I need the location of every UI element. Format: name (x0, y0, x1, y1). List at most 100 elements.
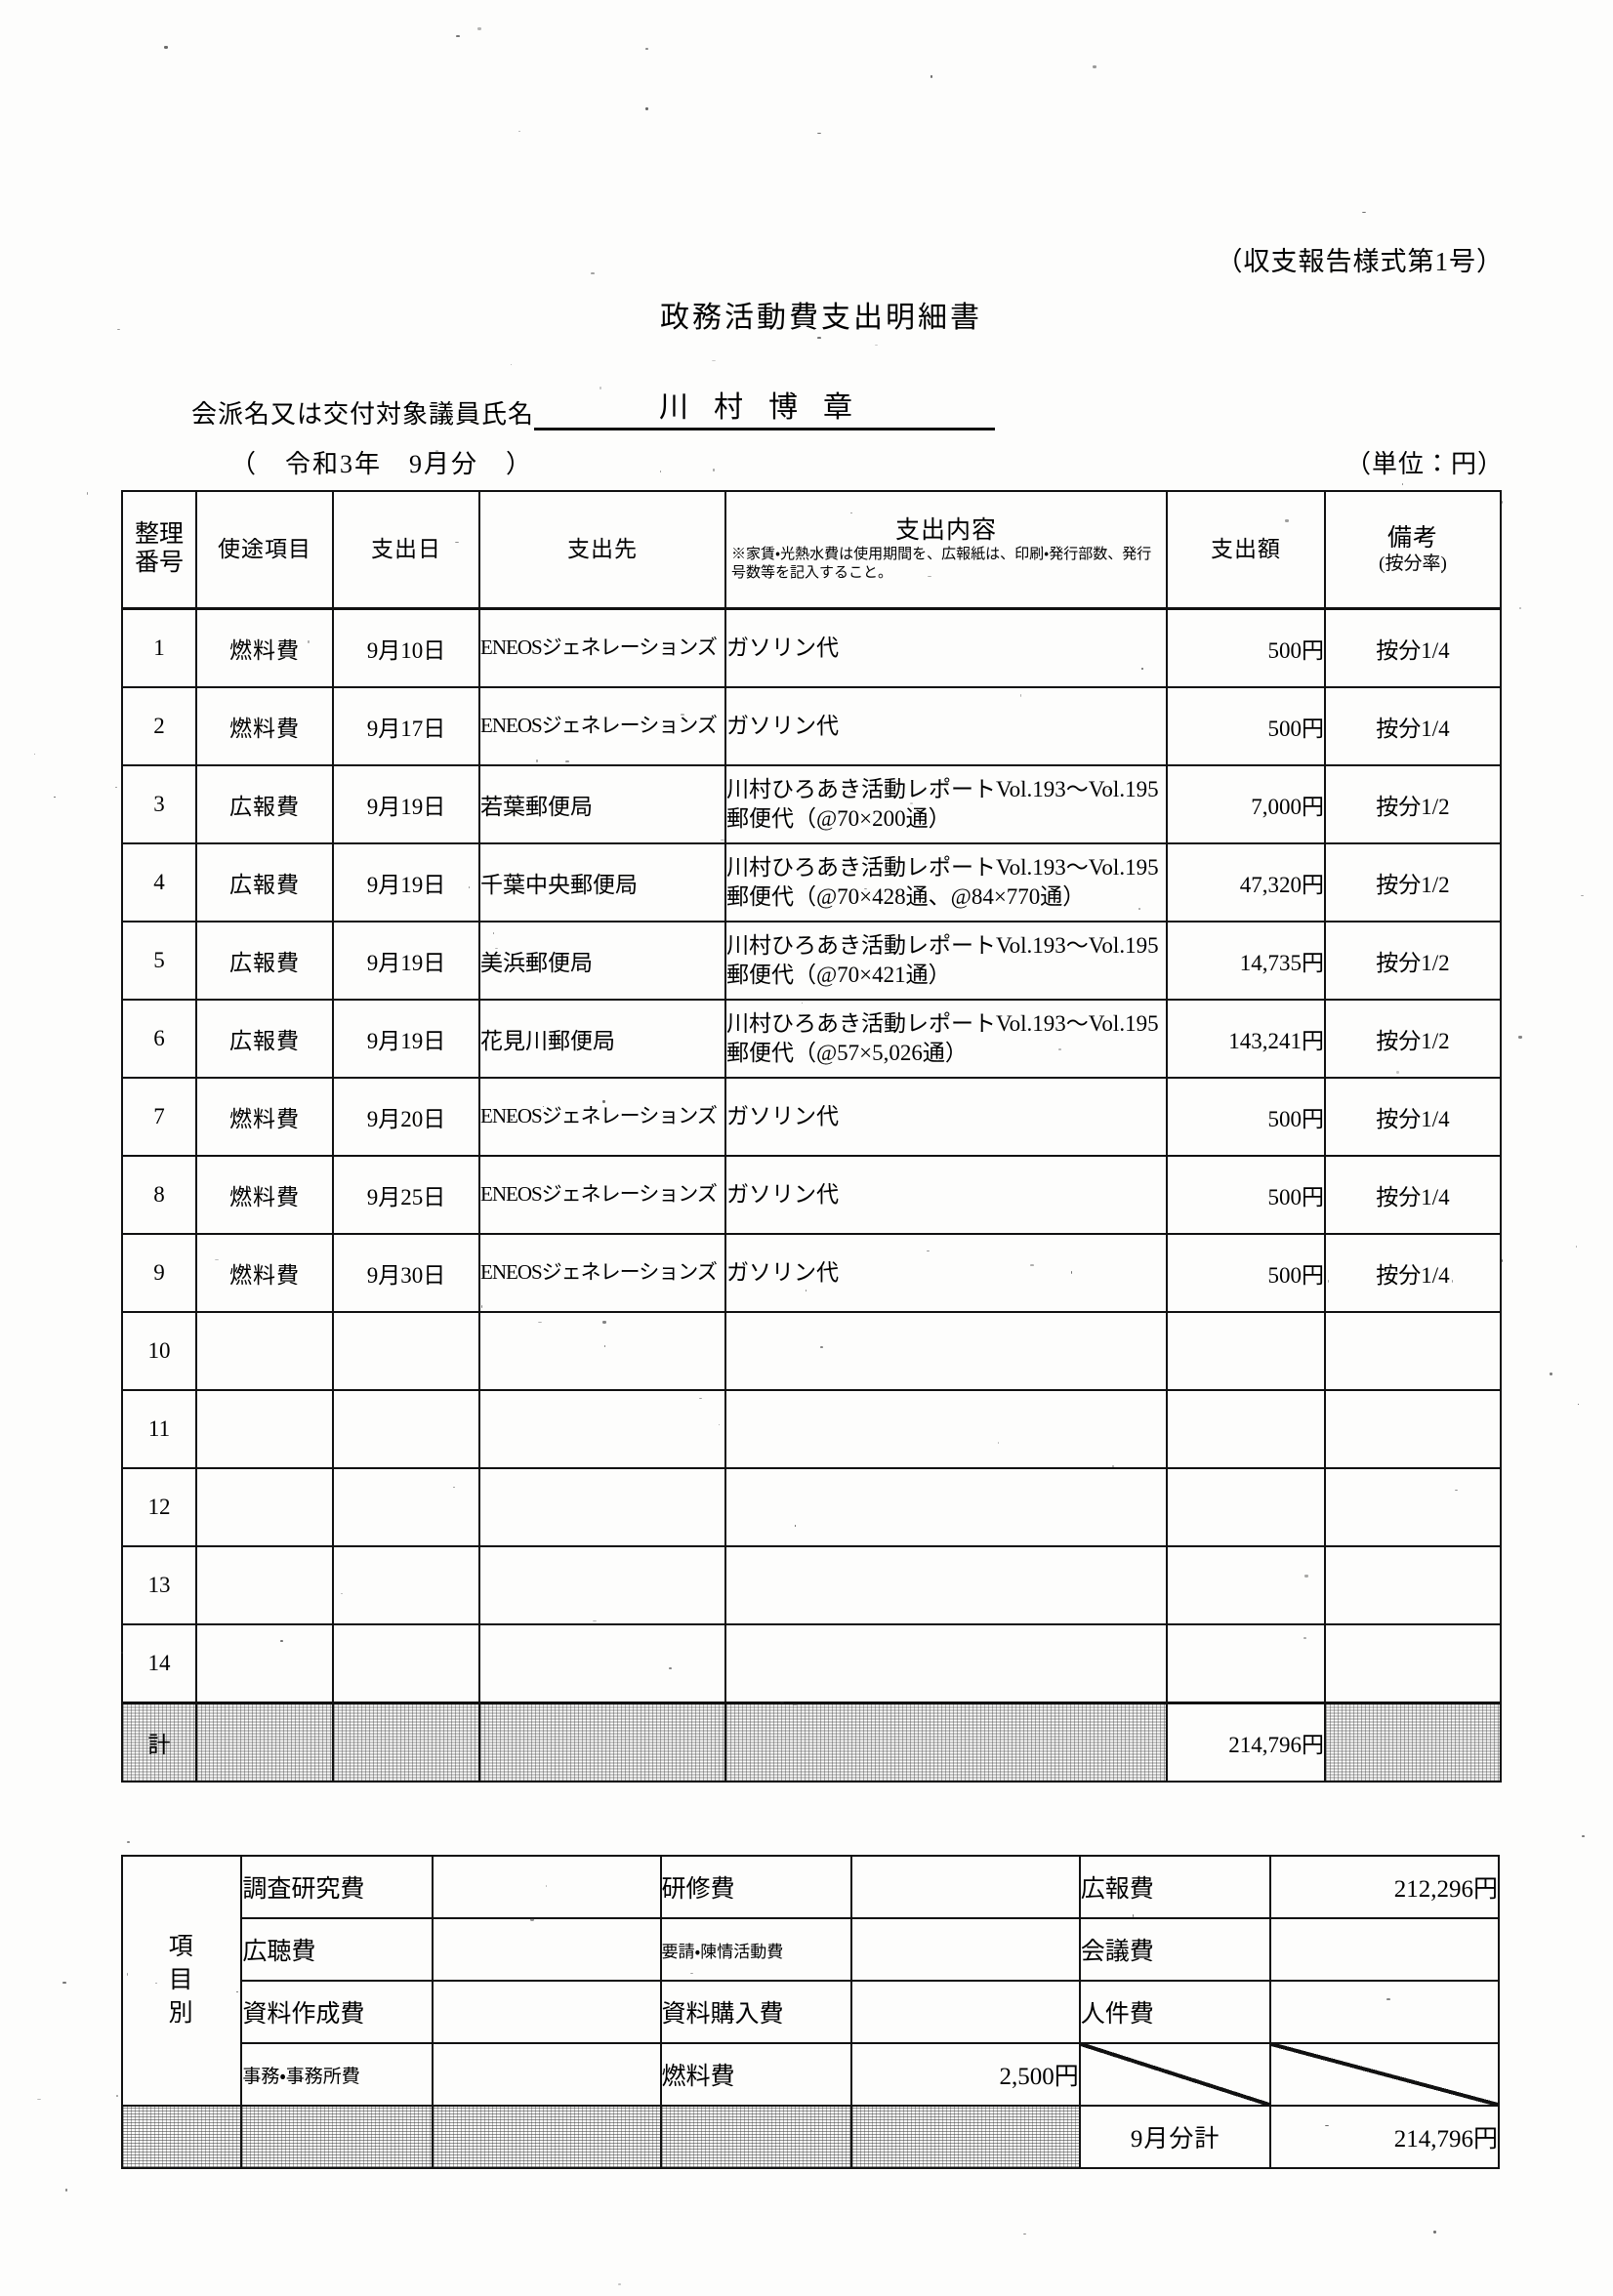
cell-date: 9月19日 (332, 764, 480, 844)
cell-remark (1324, 1389, 1502, 1469)
total-blank-payee (478, 1702, 726, 1783)
table-row: 1 燃料費 9月10日 ENEOSジェネレーションズ ガソリン代 500円 按分… (121, 607, 1502, 688)
cell-amount (1166, 1311, 1326, 1391)
cell-no: 9 (121, 1233, 197, 1313)
summary-total-blank-1 (240, 2105, 434, 2169)
cell-payee (478, 1467, 726, 1547)
cell-amount: 47,320円 (1166, 842, 1326, 922)
cell-no: 4 (121, 842, 197, 922)
summary-total-blank-2 (432, 2105, 662, 2169)
cell-no: 12 (121, 1467, 197, 1547)
table-row: 8 燃料費 9月25日 ENEOSジェネレーションズ ガソリン代 500円 按分… (121, 1155, 1502, 1235)
table-row: 11 (121, 1389, 1502, 1469)
cell-detail: 川村ひろあき活動レポートVol.193～Vol.195郵便代（@70×428通、… (724, 842, 1168, 922)
cell-detail (724, 1545, 1168, 1625)
col-header-no-line1: 整理 (134, 521, 184, 549)
summary-row: 項 目 別 調査研究費 研修費 広報費 212,296円 (120, 1855, 1500, 2107)
cell-date (332, 1311, 480, 1391)
total-blank-detail (724, 1702, 1168, 1783)
cell-item: 燃料費 (195, 1155, 334, 1235)
cell-remark: 按分1/4 (1324, 607, 1502, 688)
cell-amount: 500円 (1166, 607, 1326, 688)
cell-remark: 按分1/4 (1324, 1077, 1502, 1157)
col-header-amount: 支出額 (1166, 490, 1326, 610)
total-label: 計 (121, 1702, 197, 1783)
page-title: 政務活動費支出明細書 (660, 302, 982, 334)
cell-payee: 花見川郵便局 (478, 999, 726, 1079)
col-header-detail: 支出内容 ※家賃・光熱水費は使用期間を、広報紙は、印刷・発行部数、発行号数等を記… (724, 490, 1168, 610)
summary-val-research (432, 1855, 662, 1919)
cell-date: 9月30日 (332, 1233, 480, 1313)
member-name-row: 会派名又は交付対象議員氏名 川村博章 (191, 383, 996, 430)
col-header-no-line2: 番号 (134, 550, 184, 576)
cell-no: 2 (121, 686, 197, 766)
cell-amount: 500円 (1166, 1233, 1326, 1313)
total-blank-item (195, 1702, 334, 1783)
table-row: 5 広報費 9月19日 美浜郵便局 川村ひろあき活動レポートVol.193～Vo… (121, 921, 1502, 1001)
cell-date: 9月20日 (332, 1077, 480, 1157)
cell-remark: 按分1/2 (1324, 764, 1502, 844)
cell-date (332, 1467, 480, 1547)
col-header-detail-title: 支出内容 (894, 517, 997, 545)
side-label-char-3: 別 (168, 1999, 195, 2027)
cell-item: 燃料費 (195, 1233, 334, 1313)
col-header-remark-title: 備考 (1386, 525, 1438, 553)
summary-val-training (850, 1855, 1081, 1919)
table-header-row: 整理 番号 使途項目 支出日 支出先 支出内容 ※家賃・光熱水費は使用期間を、広… (121, 490, 1502, 610)
cell-payee: 千葉中央郵便局 (478, 842, 726, 922)
table-row: 10 (121, 1311, 1502, 1391)
col-header-remark: 備考 (按分率) (1324, 490, 1502, 610)
cell-item: 広報費 (195, 764, 334, 844)
cell-payee (478, 1389, 726, 1469)
table-row: 12 (121, 1467, 1502, 1547)
cell-payee: ENEOSジェネレーションズ (478, 1155, 726, 1235)
category-summary-table: 項 目 別 調査研究費 研修費 広報費 212,296円 広聴費 要請・陳情活動… (120, 1855, 1500, 2169)
cell-remark (1324, 1311, 1502, 1391)
cell-date (332, 1389, 480, 1469)
summary-val-personnel (1269, 1980, 1500, 2044)
cell-amount (1166, 1467, 1326, 1547)
summary-diagonal-cell-1 (1078, 2042, 1272, 2107)
cell-remark (1324, 1545, 1502, 1625)
summary-val-docpurchase (850, 1980, 1081, 2044)
summary-cat-personnel: 人件費 (1078, 1980, 1272, 2044)
cell-date (332, 1623, 480, 1704)
cell-item: 燃料費 (195, 607, 334, 688)
summary-val-meeting (1269, 1917, 1500, 1982)
table-row: 13 (121, 1545, 1502, 1625)
cell-detail: ガソリン代 (724, 1233, 1168, 1313)
cell-amount: 500円 (1166, 1077, 1326, 1157)
cell-detail: ガソリン代 (724, 1155, 1168, 1235)
summary-total-row: 9月分計 214,796円 (120, 2105, 1500, 2169)
cell-no: 10 (121, 1311, 197, 1391)
cell-date: 9月25日 (332, 1155, 480, 1235)
table-row: 6 広報費 9月19日 花見川郵便局 川村ひろあき活動レポートVol.193～V… (121, 999, 1502, 1079)
cell-no: 7 (121, 1077, 197, 1157)
cell-date: 9月17日 (332, 686, 480, 766)
table-row: 4 広報費 9月19日 千葉中央郵便局 川村ひろあき活動レポートVol.193～… (121, 842, 1502, 922)
period-label: （ 令和3年 9月分 ） (230, 450, 534, 478)
cell-payee: 若葉郵便局 (478, 764, 726, 844)
cell-remark: 按分1/4 (1324, 1155, 1502, 1235)
month-total-value: 214,796円 (1269, 2105, 1500, 2169)
summary-val-petition (850, 1917, 1081, 1982)
cell-no: 8 (121, 1155, 197, 1235)
cell-item: 広報費 (195, 921, 334, 1001)
unit-label: （単位：円） (1344, 450, 1504, 478)
cell-remark (1324, 1467, 1502, 1547)
cell-detail (724, 1623, 1168, 1704)
cell-no: 13 (121, 1545, 197, 1625)
cell-amount: 7,000円 (1166, 764, 1326, 844)
summary-cat-publicity: 広報費 (1078, 1855, 1272, 1919)
cell-remark: 按分1/2 (1324, 999, 1502, 1079)
cell-payee: 美浜郵便局 (478, 921, 726, 1001)
expense-rows-body: 1 燃料費 9月10日 ENEOSジェネレーションズ ガソリン代 500円 按分… (121, 607, 1502, 1783)
cell-remark: 按分1/4 (1324, 1233, 1502, 1313)
cell-date: 9月10日 (332, 607, 480, 688)
cell-payee (478, 1623, 726, 1704)
col-header-item: 使途項目 (195, 490, 334, 610)
cell-detail: ガソリン代 (724, 607, 1168, 688)
member-name-value: 川村博章 (534, 383, 996, 430)
cell-remark: 按分1/2 (1324, 921, 1502, 1001)
